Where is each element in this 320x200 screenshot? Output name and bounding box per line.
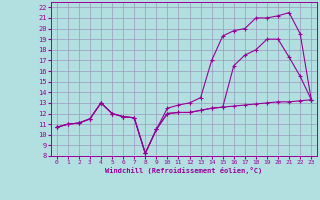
X-axis label: Windchill (Refroidissement éolien,°C): Windchill (Refroidissement éolien,°C) bbox=[105, 167, 263, 174]
